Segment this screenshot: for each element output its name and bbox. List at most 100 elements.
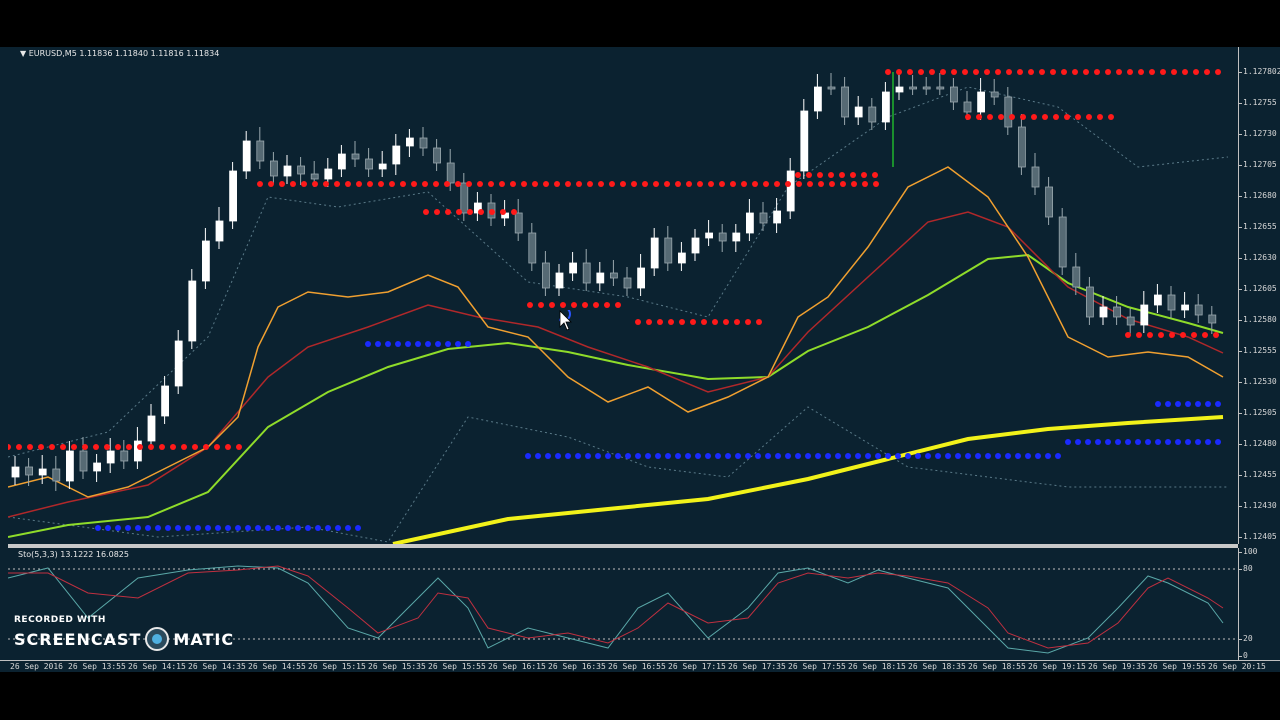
candle-body: [1058, 216, 1067, 268]
support-dot: [1115, 439, 1121, 445]
candle-body: [882, 91, 890, 123]
resistance-dot: [741, 181, 747, 187]
candle-body: [134, 440, 142, 462]
resistance-dot: [817, 172, 823, 178]
candle-body: [310, 173, 319, 180]
support-dot: [1065, 439, 1071, 445]
resistance-dot: [1158, 332, 1164, 338]
resistance-dot: [488, 181, 494, 187]
candle-body: [25, 466, 34, 476]
osc-level-100: 100: [1237, 547, 1258, 556]
support-dot: [1175, 401, 1181, 407]
resistance-dot: [345, 181, 351, 187]
time-label: 26 Sep 20:15: [1208, 662, 1266, 671]
candle-body: [569, 262, 577, 274]
resistance-dot: [642, 181, 648, 187]
candle-body: [297, 165, 306, 175]
candle-body: [174, 340, 183, 387]
support-dot: [1045, 453, 1051, 459]
candle-body: [691, 237, 700, 254]
resistance-dot: [873, 181, 879, 187]
resistance-dot: [593, 302, 599, 308]
support-dot: [375, 341, 381, 347]
resistance-dot: [987, 114, 993, 120]
candle-body: [1004, 96, 1013, 128]
time-label: 26 Sep 19:15: [1028, 662, 1086, 671]
resistance-dot: [203, 444, 209, 450]
resistance-dot: [795, 172, 801, 178]
resistance-dot: [455, 181, 461, 187]
resistance-dot: [962, 69, 968, 75]
candle-body: [1181, 304, 1189, 311]
resistance-dot: [668, 319, 674, 325]
resistance-dot: [434, 209, 440, 215]
candle-body: [66, 450, 74, 482]
price-tick: 1.12480: [1238, 439, 1277, 448]
resistance-dot: [1125, 332, 1131, 338]
window-splitter[interactable]: [8, 544, 1238, 548]
candle-body: [215, 220, 224, 242]
candle-body: [555, 272, 564, 289]
resistance-dot: [489, 209, 495, 215]
candle-body: [378, 163, 387, 170]
support-dot: [125, 525, 131, 531]
resistance-dot: [378, 181, 384, 187]
resistance-dot: [445, 209, 451, 215]
candle-body: [800, 110, 809, 172]
resistance-dot: [756, 319, 762, 325]
resistance-dot: [1138, 69, 1144, 75]
support-dot: [1015, 453, 1021, 459]
support-dot: [995, 453, 1001, 459]
candle-body: [1113, 306, 1121, 318]
watermark-line1: RECORDED WITH: [14, 615, 106, 625]
candle-body: [922, 86, 931, 90]
support-dot: [1155, 401, 1161, 407]
resistance-dot: [657, 319, 663, 325]
support-dot: [1215, 401, 1221, 407]
resistance-dot: [734, 319, 740, 325]
resistance-dot: [433, 181, 439, 187]
support-dot: [845, 453, 851, 459]
osc-level-20: 20: [1238, 634, 1253, 643]
support-dot: [985, 453, 991, 459]
time-label: 26 Sep 17:15: [668, 662, 726, 671]
upper-envelope-line: [8, 86, 1229, 458]
resistance-dot: [1116, 69, 1122, 75]
resistance-dot: [1108, 114, 1114, 120]
resistance-dot: [998, 114, 1004, 120]
support-dot: [585, 453, 591, 459]
support-dot: [575, 453, 581, 459]
resistance-dot: [499, 181, 505, 187]
candle-body: [868, 106, 877, 123]
support-dot: [245, 525, 251, 531]
resistance-dot: [49, 444, 55, 450]
price-tick: 1.12405: [1238, 532, 1277, 541]
resistance-dot: [148, 444, 154, 450]
resistance-dot: [1149, 69, 1155, 75]
time-axis[interactable]: 26 Sep 2016 26 Sep 13:55 26 Sep 14:15 26…: [0, 660, 1280, 673]
support-dot: [405, 341, 411, 347]
resistance-dot: [538, 302, 544, 308]
resistance-dot: [565, 181, 571, 187]
resistance-dot: [389, 181, 395, 187]
resistance-dot: [225, 444, 231, 450]
resistance-dot: [861, 172, 867, 178]
price-chart[interactable]: ▼ EURUSD,M5 1.11836 1.11840 1.11816 1.11…: [8, 47, 1238, 544]
candle-body: [446, 162, 455, 184]
resistance-dot: [785, 181, 791, 187]
resistance-dot: [334, 181, 340, 187]
support-dot: [895, 453, 901, 459]
support-dot: [855, 453, 861, 459]
resistance-dot: [818, 181, 824, 187]
support-dot: [715, 453, 721, 459]
resistance-dot: [1215, 69, 1221, 75]
price-axis[interactable]: 1.127802 1.12755 1.12730 1.12705 1.12680…: [1238, 47, 1280, 544]
stochastic-main-line: [8, 565, 1224, 654]
candle-body: [718, 232, 727, 242]
stochastic-panel[interactable]: Sto(5,3,3) 13.1222 16.0825: [8, 548, 1238, 660]
support-dot: [115, 525, 121, 531]
resistance-dot: [137, 444, 143, 450]
candle-body: [610, 272, 618, 279]
resistance-dot: [1094, 69, 1100, 75]
resistance-dot: [411, 181, 417, 187]
